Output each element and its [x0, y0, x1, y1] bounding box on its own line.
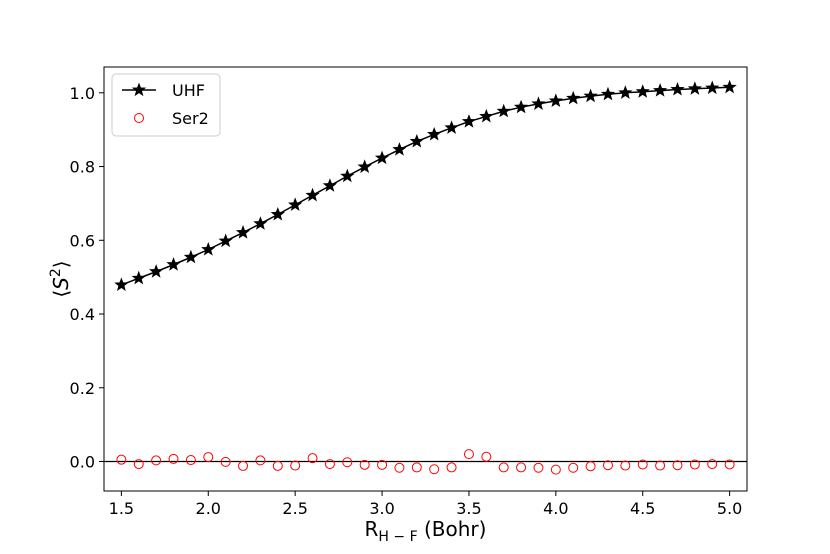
uhf-point [548, 93, 563, 107]
ser2-point [724, 459, 735, 470]
ser2-point [272, 460, 283, 471]
y-axis: 0.0 0.2 0.4 0.6 0.8 1.0 [70, 84, 104, 472]
legend-ser2-label: Ser2 [172, 109, 209, 128]
ser2-point [672, 460, 683, 471]
uhf-point [357, 159, 372, 173]
plot-frame [103, 66, 748, 492]
uhf-point [652, 83, 668, 97]
ser2-point [411, 462, 422, 473]
ser2-point [655, 460, 666, 471]
x-tick-label: 3.0 [369, 499, 394, 518]
uhf-point [392, 142, 407, 156]
ser2-point [290, 460, 301, 471]
legend-uhf-marker-icon [131, 82, 147, 97]
ser2-point [133, 459, 144, 470]
ser2-point [481, 451, 492, 462]
uhf-point [427, 126, 442, 141]
uhf-point [270, 206, 285, 221]
x-tick-label: 4.5 [630, 499, 655, 518]
uhf-point [409, 133, 424, 148]
uhf-point [235, 225, 251, 239]
x-axis-label: RH − F (Bohr) [365, 517, 487, 545]
legend-ser2-marker-icon [134, 113, 144, 123]
ser2-point [602, 460, 613, 471]
ser2-point [342, 457, 353, 468]
ser2-point [637, 459, 648, 470]
ser2-point [324, 459, 335, 470]
uhf-point [496, 103, 511, 118]
uhf-point [253, 216, 268, 230]
x-tick-label: 2.5 [282, 499, 307, 518]
x-axis: 1.5 2.0 2.5 3.0 3.5 4.0 4.5 5.0 [109, 491, 742, 518]
ser2-point [429, 464, 440, 475]
ser2-point [116, 454, 127, 465]
uhf-point [288, 197, 303, 211]
uhf-point [687, 81, 702, 95]
x-tick-label: 2.0 [196, 499, 221, 518]
y-axis-label: ⟨S2⟩ [48, 260, 73, 297]
legend: UHF Ser2 [111, 73, 221, 137]
ser2-point [359, 459, 370, 470]
ser2-point [516, 462, 527, 473]
ser2-point [568, 462, 579, 473]
ser2-point [307, 453, 318, 464]
uhf-point [218, 233, 233, 248]
uhf-point [444, 120, 459, 134]
uhf-point [618, 85, 633, 99]
uhf-point [583, 88, 598, 103]
uhf-point [340, 168, 355, 183]
uhf-point [374, 150, 390, 165]
ser2-point [498, 462, 509, 473]
ser2-point [151, 455, 162, 466]
ser2-point [550, 464, 561, 475]
uhf-point [531, 96, 546, 110]
uhf-point [305, 187, 320, 202]
uhf-point [722, 79, 737, 94]
y-tick-label: 0.0 [70, 453, 95, 472]
y-tick-label: 0.4 [70, 305, 95, 324]
uhf-point [183, 249, 199, 264]
x-tick-label: 1.5 [109, 499, 134, 518]
ser2-point [168, 453, 179, 464]
ser2-point [689, 459, 700, 470]
uhf-point [114, 277, 129, 291]
ser2-point [463, 449, 474, 460]
ser2-point [185, 455, 196, 466]
uhf-point [461, 114, 477, 128]
uhf-point [479, 108, 494, 123]
y-tick-label: 0.6 [70, 231, 95, 250]
uhf-point [670, 81, 685, 96]
uhf-point [635, 84, 650, 98]
uhf-point [322, 178, 338, 192]
uhf-point [566, 90, 581, 105]
uhf-point [705, 80, 720, 95]
ser2-point [620, 460, 631, 471]
y-tick-label: 0.2 [70, 379, 95, 398]
ser2-point [203, 452, 214, 463]
uhf-point [201, 242, 216, 256]
legend-uhf-label: UHF [172, 81, 205, 100]
uhf-point [600, 86, 616, 101]
uhf-point [166, 257, 181, 271]
x-tick-label: 5.0 [717, 499, 742, 518]
y-tick-label: 0.8 [70, 158, 95, 177]
uhf-point [513, 99, 529, 114]
x-tick-label: 4.0 [543, 499, 568, 518]
ser2-point [446, 462, 457, 473]
chart-marks [104, 79, 747, 475]
x-tick-label: 3.5 [456, 499, 481, 518]
y-tick-label: 1.0 [70, 84, 95, 103]
ser2-point [707, 459, 718, 470]
ser2-point [238, 460, 249, 471]
ser2-point [377, 459, 388, 470]
ser2-point [220, 456, 231, 467]
ser2-point [255, 455, 266, 466]
ser2-point [394, 462, 405, 473]
uhf-point [131, 270, 146, 285]
ser2-point [585, 461, 596, 472]
ser2-point [533, 462, 544, 473]
uhf-point [149, 264, 164, 278]
